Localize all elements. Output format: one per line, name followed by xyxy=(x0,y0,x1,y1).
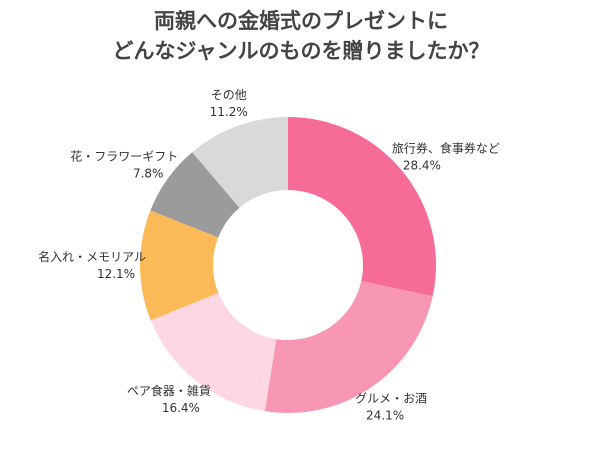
category-label: 花・フラワーギフト xyxy=(70,148,178,163)
chart-title: 両親への金婚式のプレゼントに xyxy=(154,9,448,33)
category-label: ペア食器・雑貨 xyxy=(127,383,211,398)
value-label: 16.4% xyxy=(162,401,200,415)
donut-segment xyxy=(150,293,277,412)
value-label: 12.1% xyxy=(97,267,135,281)
donut-segment xyxy=(264,280,433,414)
category-label: 旅行券、食事券など xyxy=(392,141,500,156)
value-label: 11.2% xyxy=(210,105,248,119)
value-label: 24.1% xyxy=(366,408,404,422)
donut-segment xyxy=(288,117,436,297)
donut-segment xyxy=(192,117,288,208)
chart-title: どんなジャンルのものを贈りましたか？ xyxy=(113,39,490,63)
category-label: グルメ・お酒 xyxy=(355,391,427,405)
donut-segment xyxy=(140,210,219,321)
category-label: 名入れ・メモリアル xyxy=(38,249,146,264)
value-label: 28.4% xyxy=(403,159,441,173)
donut-segment xyxy=(150,152,240,238)
value-label: 7.8% xyxy=(133,166,164,180)
category-label: その他 xyxy=(211,88,247,102)
